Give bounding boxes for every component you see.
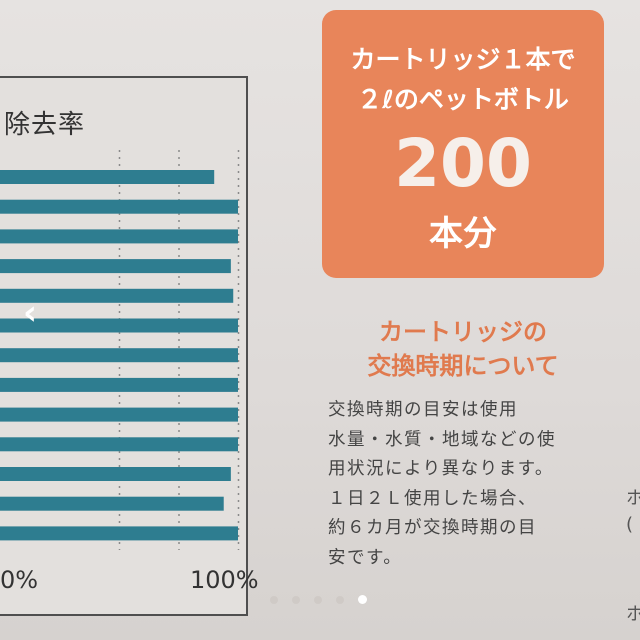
body-line: １日２Ｌ使用した場合、 [328, 488, 537, 509]
edge-text: ホ [626, 604, 640, 625]
promo-unit: 本分 [429, 214, 497, 254]
bar [0, 467, 231, 481]
body-line: 交換時期の目安は使用 [328, 400, 518, 420]
carousel-dot[interactable] [270, 595, 278, 604]
promo-line1: カートリッジ１本で [350, 45, 576, 74]
bar [0, 259, 231, 274]
removal-rate-chart [0, 150, 240, 550]
section-body: 交換時期の目安は使用 水量・水質・地域などの使 用状況により異なります。 １日２… [328, 396, 603, 573]
bar [0, 377, 238, 392]
bar [0, 407, 238, 422]
chart-panel [0, 76, 248, 616]
promo-number: 200 [394, 125, 532, 202]
promo-line2: ２ℓのペットボトル [357, 85, 569, 114]
bar [0, 199, 238, 214]
bar [0, 437, 238, 452]
body-line: 水量・水質・地域などの使 [328, 429, 556, 450]
bar [0, 526, 238, 541]
promo-box: カートリッジ１本で ２ℓのペットボトル 200 本分 [322, 10, 604, 278]
bar [0, 318, 238, 333]
chevron-left-icon: ‹ [22, 293, 37, 333]
carousel-dot[interactable] [358, 595, 367, 604]
bar [0, 288, 234, 303]
section-heading-2: 交換時期について [367, 352, 559, 380]
edge-text: ホ [626, 488, 640, 509]
bar [0, 229, 238, 244]
x-tick-label: 100% [190, 566, 259, 594]
section-heading-1: カートリッジの [379, 318, 547, 346]
carousel-dot[interactable] [292, 595, 300, 604]
carousel-dot[interactable] [314, 595, 322, 604]
bar [0, 348, 238, 363]
body-line: 約６カ月が交換時期の目 [328, 518, 537, 538]
carousel-dot[interactable] [336, 595, 344, 604]
chart-title: 除去率 [4, 110, 86, 140]
body-line: 安です。 [328, 547, 403, 568]
carousel-prev-button[interactable]: ‹ [10, 293, 50, 333]
body-line: 用状況により異なります。 [328, 459, 554, 479]
bar [0, 496, 224, 511]
bar [0, 170, 215, 184]
carousel-dots [270, 595, 367, 604]
edge-text: ( [626, 514, 634, 535]
x-tick-label: 0% [0, 566, 39, 594]
